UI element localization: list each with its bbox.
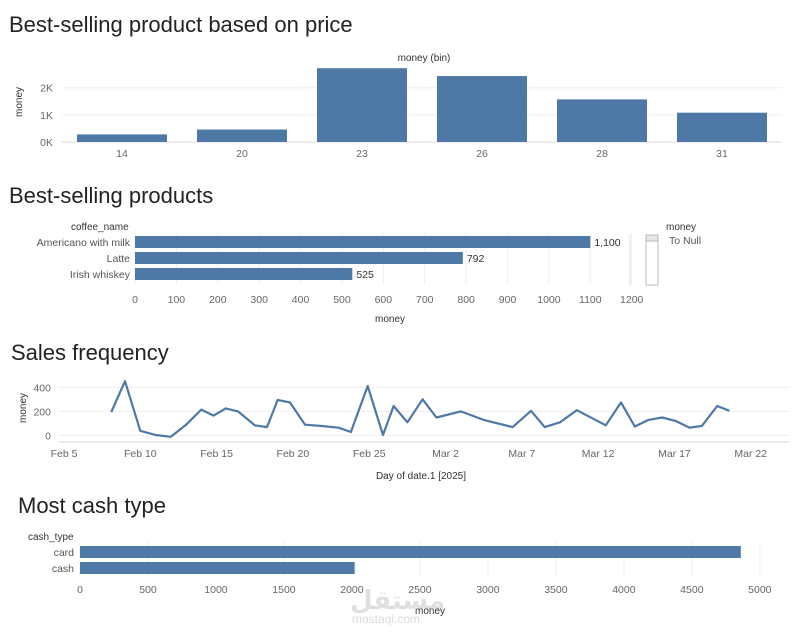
products-bar-chart: coffee_name money money To Null American… xyxy=(37,222,701,325)
cash-x-axis-label: money xyxy=(415,606,445,617)
price-x-tick: 14 xyxy=(116,148,128,160)
price-column-header: money (bin) xyxy=(398,53,451,64)
chart-title-products: Best-selling products xyxy=(9,183,214,208)
products-x-tick: 900 xyxy=(499,294,517,306)
products-x-axis-label: money xyxy=(375,314,405,325)
cash-x-tick: 500 xyxy=(139,584,157,596)
cash-bar[interactable] xyxy=(80,562,355,574)
frequency-y-tick: 400 xyxy=(33,382,51,394)
products-x-tick: 100 xyxy=(168,294,186,306)
cash-x-tick: 1500 xyxy=(272,584,296,596)
frequency-y-axis-label: money xyxy=(18,393,29,423)
cash-x-tick: 3000 xyxy=(476,584,500,596)
products-x-tick: 700 xyxy=(416,294,434,306)
price-x-tick: 23 xyxy=(356,148,368,160)
watermark-url: mostaql.com xyxy=(352,612,421,626)
products-x-tick: 400 xyxy=(292,294,310,306)
frequency-line-chart: money Day of date.1 [2025] 0 200 400 Feb 5… xyxy=(18,380,790,482)
frequency-x-tick: Mar 12 xyxy=(582,448,615,460)
price-y-tick: 0K xyxy=(40,137,53,149)
price-x-tick: 20 xyxy=(236,148,248,160)
frequency-x-tick: Feb 5 xyxy=(51,448,78,460)
frequency-x-tick: Feb 25 xyxy=(353,448,386,460)
frequency-y-tick: 0 xyxy=(45,431,51,443)
price-y-tick: 2K xyxy=(40,83,53,95)
frequency-x-tick: Mar 7 xyxy=(508,448,535,460)
price-x-tick: 31 xyxy=(716,148,728,160)
price-bar-31[interactable] xyxy=(677,112,767,142)
legend-swatch xyxy=(645,234,659,286)
price-bar-26[interactable] xyxy=(437,76,527,142)
products-row-header: coffee_name xyxy=(71,222,129,233)
frequency-y-tick: 200 xyxy=(33,406,51,418)
chart-title-cash: Most cash type xyxy=(18,493,166,518)
products-x-tick: 500 xyxy=(333,294,351,306)
frequency-x-tick: Mar 2 xyxy=(432,448,459,460)
legend-item-label: To Null xyxy=(669,235,701,247)
cash-row-label: card xyxy=(54,547,75,559)
products-x-tick: 300 xyxy=(250,294,268,306)
frequency-series-line[interactable] xyxy=(110,380,730,438)
price-x-tick: 26 xyxy=(476,148,488,160)
legend-title: money xyxy=(666,222,696,233)
price-bar-14[interactable] xyxy=(77,134,167,142)
products-value-label: 525 xyxy=(356,269,374,281)
cash-x-tick: 1000 xyxy=(204,584,228,596)
cash-bar-chart: cash_type money card cash 0 500 1000 1500 200… xyxy=(28,532,772,617)
chart-title-price: Best-selling product based on price xyxy=(9,12,353,37)
products-x-tick: 600 xyxy=(375,294,393,306)
products-value-label: 792 xyxy=(467,253,485,265)
cash-x-tick: 4000 xyxy=(612,584,636,596)
price-bar-28[interactable] xyxy=(557,99,647,142)
cash-bar[interactable] xyxy=(80,546,741,558)
price-bar-20[interactable] xyxy=(197,129,287,142)
products-x-tick: 1200 xyxy=(620,294,644,306)
legend-swatch-top xyxy=(645,234,659,242)
price-bar-chart: money (bin) money 14 20 23 26 28 31 0K 1K 2K xyxy=(14,53,782,160)
products-value-label: 1,100 xyxy=(594,237,620,249)
frequency-x-axis-label: Day of date.1 [2025] xyxy=(376,471,466,482)
frequency-x-tick: Feb 20 xyxy=(277,448,310,460)
price-bar-23[interactable] xyxy=(317,68,407,142)
watermark-logo: مستقل xyxy=(350,585,446,615)
products-x-tick: 1100 xyxy=(579,294,602,306)
cash-x-tick: 2500 xyxy=(408,584,432,596)
products-row-label: Irish whiskey xyxy=(70,269,131,281)
price-y-tick: 1K xyxy=(40,110,53,122)
products-row-label: Americano with milk xyxy=(37,237,131,249)
cash-x-tick: 3500 xyxy=(544,584,568,596)
cash-x-tick: 5000 xyxy=(748,584,772,596)
frequency-x-tick: Feb 15 xyxy=(200,448,233,460)
products-x-tick: 200 xyxy=(209,294,227,306)
cash-row-header: cash_type xyxy=(28,532,74,543)
products-bar[interactable] xyxy=(135,252,463,264)
frequency-x-tick: Mar 17 xyxy=(658,448,691,460)
price-y-axis-label: money xyxy=(14,87,25,117)
cash-x-tick: 4500 xyxy=(680,584,704,596)
cash-row-label: cash xyxy=(52,563,74,575)
products-bar[interactable] xyxy=(135,236,591,248)
products-row-label: Latte xyxy=(107,253,131,265)
products-bar[interactable] xyxy=(135,268,353,280)
price-x-tick: 28 xyxy=(596,148,608,160)
cash-x-tick: 2000 xyxy=(340,584,364,596)
products-x-tick: 0 xyxy=(132,294,138,306)
frequency-x-tick: Feb 10 xyxy=(124,448,157,460)
products-x-tick: 1000 xyxy=(537,294,561,306)
frequency-x-tick: Mar 22 xyxy=(734,448,767,460)
chart-title-frequency: Sales frequency xyxy=(11,340,169,365)
products-legend[interactable]: money To Null xyxy=(645,222,701,286)
cash-x-tick: 0 xyxy=(77,584,83,596)
products-x-tick: 800 xyxy=(457,294,475,306)
